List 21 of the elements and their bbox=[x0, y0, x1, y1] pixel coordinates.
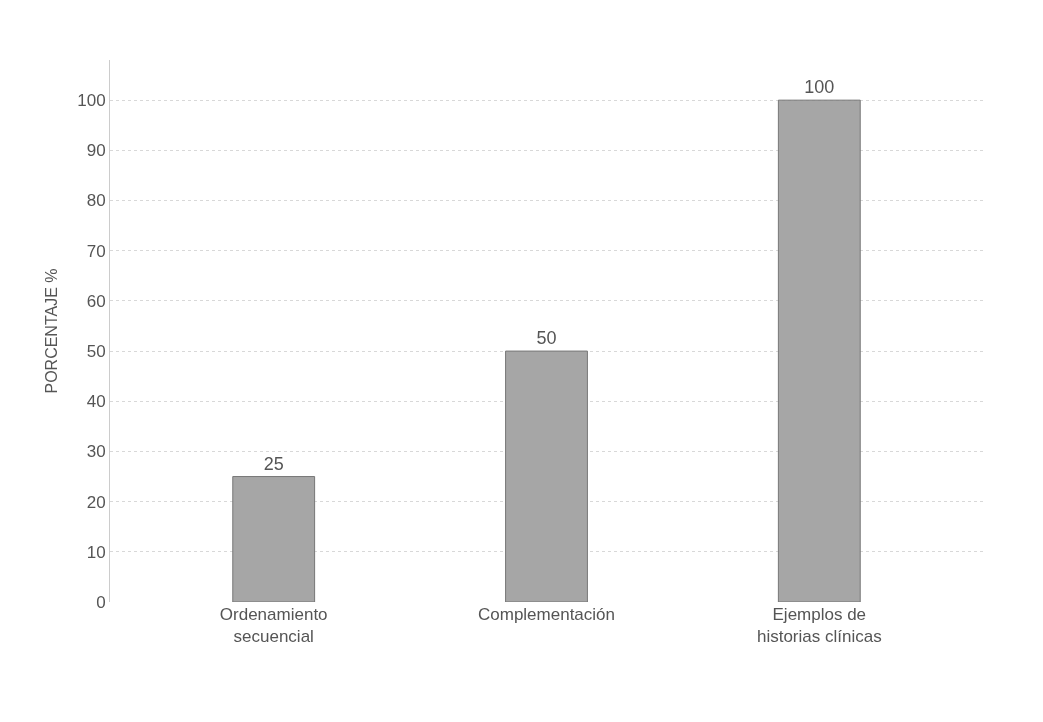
y-tick-label: 90 bbox=[86, 141, 106, 161]
x-tick-label: Ordenamiento secuencial bbox=[219, 605, 328, 647]
x-tick-label: Complementación bbox=[477, 605, 616, 624]
data-label: 100 bbox=[804, 77, 835, 98]
x-tick-label: Ejemplos de historias clínicas bbox=[756, 605, 882, 647]
y-tick-label: 30 bbox=[86, 442, 106, 462]
y-tick-label: 70 bbox=[86, 241, 106, 261]
data-label: 50 bbox=[536, 328, 557, 349]
bar bbox=[505, 350, 588, 602]
y-tick-label: 40 bbox=[86, 392, 106, 412]
y-tick-label: 0 bbox=[96, 592, 106, 612]
y-tick-label: 50 bbox=[86, 342, 106, 362]
y-axis-title: PORCENTAJE % bbox=[43, 268, 61, 394]
bar bbox=[232, 476, 316, 602]
y-tick-label: 20 bbox=[86, 492, 106, 512]
y-tick-label: 10 bbox=[86, 542, 106, 562]
y-tick-label: 80 bbox=[86, 191, 106, 211]
y-tick-label: 60 bbox=[86, 291, 106, 311]
y-tick-label: 100 bbox=[77, 91, 106, 111]
data-label: 25 bbox=[263, 453, 284, 474]
bar bbox=[777, 99, 861, 602]
